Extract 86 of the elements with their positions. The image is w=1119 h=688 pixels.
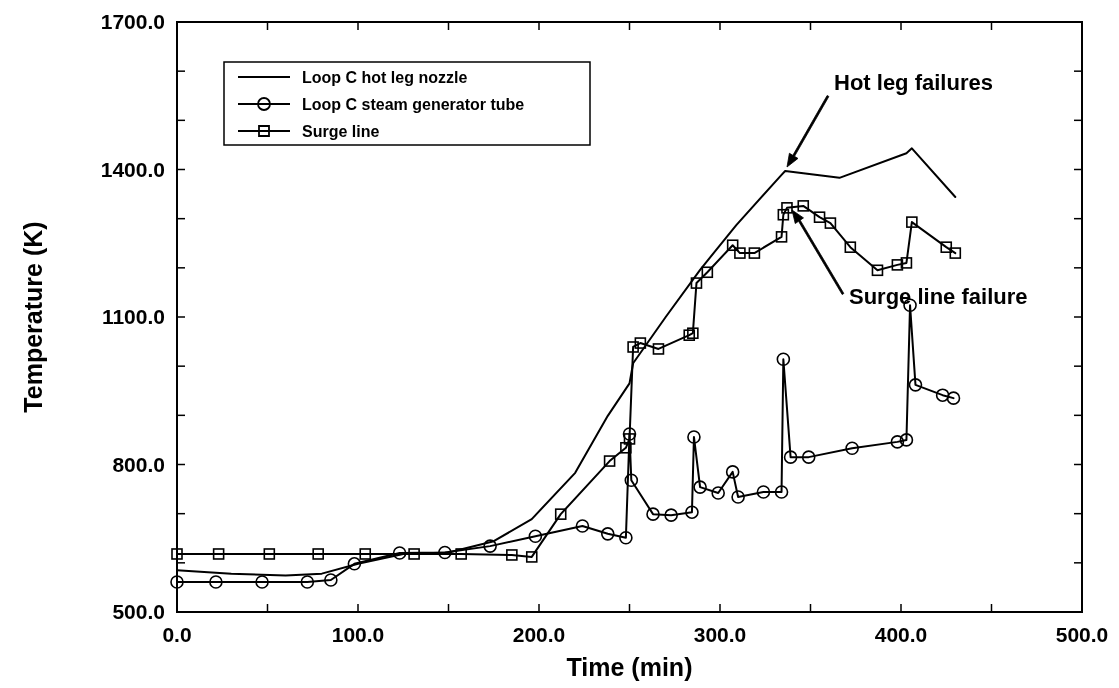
- point: [683, 329, 696, 341]
- x-tick-label: 100.0: [331, 623, 385, 646]
- point: [170, 575, 184, 589]
- point: [209, 575, 223, 589]
- point: [801, 450, 816, 464]
- point: [312, 548, 324, 560]
- point: [871, 264, 884, 277]
- point: [687, 430, 701, 444]
- point: [711, 486, 725, 500]
- point: [748, 247, 761, 259]
- point: [623, 433, 636, 445]
- point: [777, 208, 790, 221]
- point: [690, 277, 703, 289]
- point: [483, 539, 497, 553]
- point: [687, 327, 699, 340]
- point: [734, 247, 746, 259]
- point: [900, 257, 913, 269]
- point: [935, 388, 950, 402]
- point: [652, 343, 665, 355]
- point: [774, 485, 789, 499]
- point: [906, 216, 918, 228]
- point: [171, 548, 183, 560]
- point: [824, 217, 837, 229]
- point: [797, 200, 810, 212]
- point: [622, 427, 637, 441]
- point: [347, 557, 362, 571]
- point: [600, 527, 615, 541]
- point: [701, 266, 714, 279]
- point: [212, 548, 225, 560]
- x-tick-label: 200.0: [512, 623, 566, 646]
- point: [845, 441, 859, 456]
- point: [946, 391, 961, 405]
- point: [775, 231, 788, 243]
- point: [392, 546, 407, 560]
- point: [899, 433, 914, 447]
- point: [646, 507, 660, 521]
- point: [693, 480, 707, 494]
- point: [908, 378, 923, 392]
- point: [634, 337, 647, 349]
- point: [554, 508, 567, 520]
- x-tick-label: 300.0: [693, 623, 747, 646]
- point: [603, 455, 616, 467]
- point: [359, 548, 372, 560]
- point: [890, 435, 905, 449]
- point: [528, 529, 543, 544]
- legend-label: Surge line: [302, 123, 380, 140]
- annotation: Hot leg failures: [834, 70, 993, 95]
- y-axis-title: Temperature (K): [19, 221, 47, 413]
- x-tick-label: 0.0: [162, 623, 192, 646]
- point: [525, 551, 538, 563]
- y-tick-label: 500.0: [112, 600, 165, 623]
- y-tick-label: 800.0: [112, 452, 165, 476]
- point: [506, 549, 518, 561]
- y-tick-label: 1100.0: [101, 305, 165, 328]
- y-tick-label: 1400.0: [100, 157, 165, 181]
- x-axis-title: Time (min): [566, 653, 693, 681]
- point: [940, 241, 953, 253]
- x-tick-label: 500.0: [1055, 623, 1109, 646]
- point: [685, 505, 699, 519]
- point: [731, 490, 745, 504]
- x-tick-label: 400.0: [874, 623, 928, 646]
- point: [783, 450, 798, 464]
- point: [324, 573, 338, 587]
- point: [438, 545, 452, 560]
- legend-label: Loop C steam generator tube: [302, 96, 525, 113]
- annotation: Surge line failure: [849, 284, 1028, 309]
- point: [781, 202, 793, 214]
- point: [624, 473, 639, 488]
- point: [725, 465, 740, 479]
- point: [408, 548, 420, 560]
- point: [263, 548, 276, 560]
- point: [255, 575, 269, 589]
- point: [627, 341, 639, 353]
- point: [575, 519, 590, 533]
- point: [776, 352, 791, 367]
- point: [813, 211, 826, 223]
- point: [664, 508, 678, 522]
- legend-label: Loop C hot leg nozzle: [302, 69, 468, 86]
- point: [300, 575, 315, 589]
- point: [756, 485, 771, 499]
- point: [891, 259, 904, 271]
- point: [726, 239, 739, 252]
- y-tick-label: 1700.0: [100, 10, 165, 33]
- point: [844, 241, 857, 253]
- point: [619, 530, 633, 545]
- point: [949, 247, 962, 259]
